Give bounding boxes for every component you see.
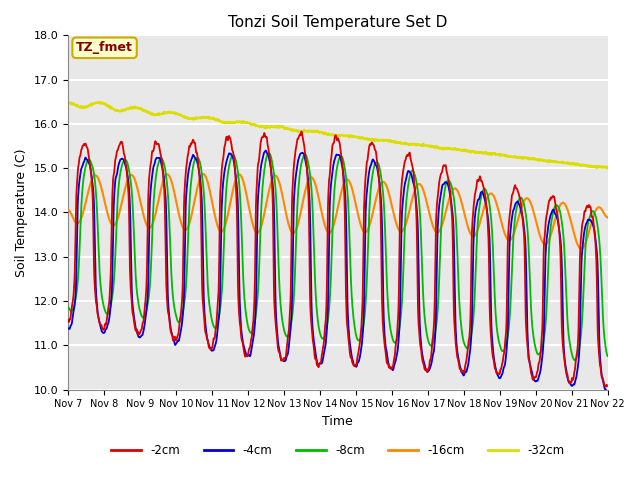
Y-axis label: Soil Temperature (C): Soil Temperature (C): [15, 148, 28, 276]
Text: TZ_fmet: TZ_fmet: [76, 41, 133, 54]
Title: Tonzi Soil Temperature Set D: Tonzi Soil Temperature Set D: [228, 15, 447, 30]
Legend: -2cm, -4cm, -8cm, -16cm, -32cm: -2cm, -4cm, -8cm, -16cm, -32cm: [107, 439, 569, 462]
X-axis label: Time: Time: [323, 415, 353, 428]
